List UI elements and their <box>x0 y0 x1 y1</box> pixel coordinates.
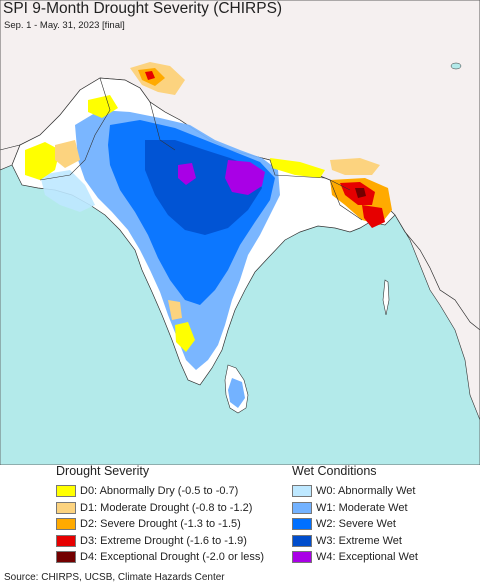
andaman-islands <box>382 279 390 316</box>
sri-lanka-wet <box>228 378 245 408</box>
legend-label: W1: Moderate Wet <box>316 501 408 514</box>
drought-d1-bhutan <box>330 158 380 175</box>
legend-item-wet-4: W4: Exceptional Wet <box>292 550 418 564</box>
drought-d3-north <box>145 71 155 80</box>
border-lines <box>39 77 363 221</box>
map-title: SPI 9-Month Drought Severity (CHIRPS) <box>3 0 283 17</box>
wet-w4-region-small <box>178 163 196 185</box>
map-subtitle: Sep. 1 - May. 31, 2023 [final] <box>4 20 125 31</box>
legend-swatch <box>56 485 76 497</box>
legend-label: D2: Severe Drought (-1.3 to -1.5) <box>80 518 241 530</box>
legend-swatch <box>56 501 76 514</box>
outside-land-southeast <box>394 214 480 421</box>
lake <box>450 62 462 70</box>
legend-label: D3: Extreme Drought (-1.6 to -1.9) <box>80 534 247 547</box>
legend-wet-title: Wet Conditions <box>292 464 377 478</box>
legend-label: D0: Abnormally Dry (-0.5 to -0.7) <box>80 485 239 497</box>
drought-map <box>0 0 480 465</box>
drought-d0-northwest <box>25 142 60 180</box>
legend-item-drought-0: D0: Abnormally Dry (-0.5 to -0.7) <box>56 484 238 498</box>
drought-d0-pakistan <box>88 95 118 118</box>
drought-d1-northwest <box>55 140 80 168</box>
drought-d1-south <box>168 300 182 320</box>
legend-label: W2: Severe Wet <box>316 518 396 530</box>
legend-swatch <box>292 485 312 497</box>
legend-label: W0: Abnormally Wet <box>316 485 416 497</box>
wet-w4-region <box>225 160 265 195</box>
drought-d4-northeast <box>355 188 366 198</box>
legend-swatch <box>292 551 312 563</box>
legend-item-drought-3: D3: Extreme Drought (-1.6 to -1.9) <box>56 534 247 548</box>
legend-swatch <box>56 534 76 547</box>
source-note: Source: CHIRPS, UCSB, Climate Hazards Ce… <box>4 572 225 583</box>
legend-label: D4: Exceptional Drought (-2.0 or less) <box>80 551 265 563</box>
drought-d0-south <box>175 322 195 352</box>
legend-swatch <box>56 518 76 530</box>
legend-item-wet-3: W3: Extreme Wet <box>292 534 402 548</box>
legend-item-drought-2: D2: Severe Drought (-1.3 to -1.5) <box>56 517 241 531</box>
drought-d0-nepal <box>270 158 325 178</box>
legend-item-wet-0: W0: Abnormally Wet <box>292 484 415 498</box>
legend-item-drought-4: D4: Exceptional Drought (-2.0 or less) <box>56 550 264 564</box>
legend-swatch <box>292 534 312 547</box>
legend-label: W4: Exceptional Wet <box>316 551 418 563</box>
legend-swatch <box>56 551 76 563</box>
legend-item-drought-1: D1: Moderate Drought (-0.8 to -1.2) <box>56 501 252 515</box>
legend-label: W3: Extreme Wet <box>316 534 402 547</box>
legend-label: D1: Moderate Drought (-0.8 to -1.2) <box>80 501 253 514</box>
legend-item-wet-1: W1: Moderate Wet <box>292 501 408 515</box>
wet-w0-region <box>40 170 95 212</box>
legend-drought-title: Drought Severity <box>56 464 150 478</box>
legend-swatch <box>292 518 312 530</box>
legend-swatch <box>292 501 312 514</box>
legend-item-wet-2: W2: Severe Wet <box>292 517 396 531</box>
drought-d3-bangladesh <box>362 205 385 228</box>
